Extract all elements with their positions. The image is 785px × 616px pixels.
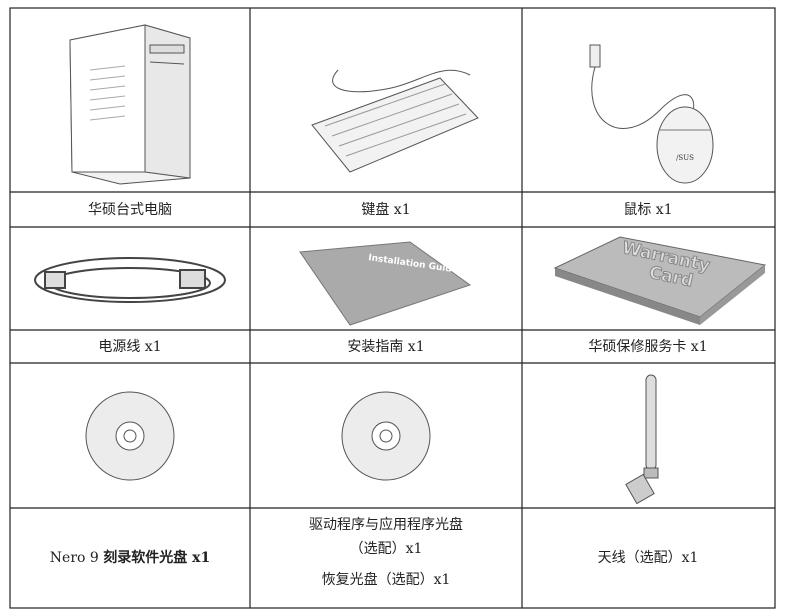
driver-disc-illustration (341, 391, 431, 481)
desktop-illustration (69, 24, 191, 185)
label-part: Nero 9 (50, 550, 99, 566)
item-label: 华硕台式电脑 (88, 202, 172, 218)
item-label: 华硕保修服务卡 x1 (588, 339, 707, 355)
item-label: 键盘 x1 (361, 201, 410, 218)
warranty-card-illustration: Warranty Card (553, 236, 767, 325)
item-label: （选配）x1 (350, 541, 423, 557)
nero-disc-illustration (85, 391, 175, 481)
brand-logo: /SUS (676, 154, 694, 162)
item-label: Nero 9 刻录软件光盘 x1 (50, 549, 210, 566)
antenna-illustration (625, 374, 659, 505)
item-label: 驱动程序与应用程序光盘 (309, 516, 463, 533)
mouse-illustration: /SUS (589, 44, 714, 184)
item-label: 电源线 x1 (98, 339, 161, 355)
item-label: 天线（选配）x1 (598, 550, 699, 566)
item-label: 安装指南 x1 (347, 339, 424, 355)
item-label: 恢复光盘（选配）x1 (322, 571, 451, 588)
keyboard-illustration (311, 69, 479, 173)
guide-illustration: Installation Guide (299, 241, 472, 326)
item-label: 鼠标 x1 (623, 202, 672, 218)
label-part-bold: 刻录软件光盘 x1 (103, 549, 210, 566)
table-grid (9, 7, 776, 609)
power-cord-illustration (34, 257, 226, 303)
